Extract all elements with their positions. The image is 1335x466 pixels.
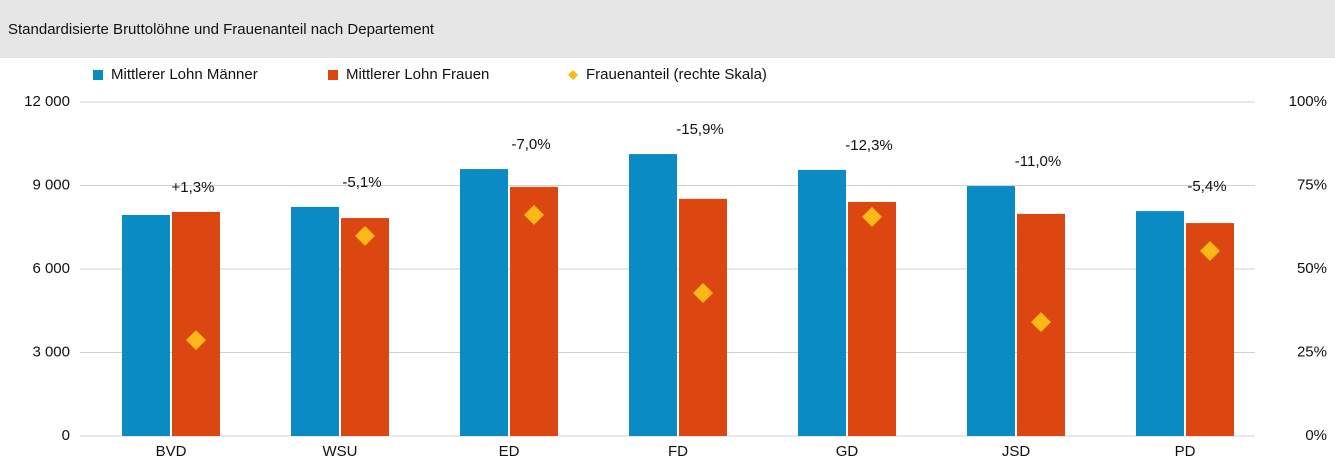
bar <box>798 169 846 436</box>
bar <box>967 186 1015 436</box>
y-tick-label: 3 000 <box>32 343 70 360</box>
annotation: -5,1% <box>342 174 381 191</box>
x-tick-label: FD <box>668 443 688 460</box>
x-tick-label: PD <box>1175 443 1196 460</box>
legend-label: Mittlerer Lohn Frauen <box>346 66 489 83</box>
annotation: -11,0% <box>1015 153 1061 170</box>
marker <box>862 206 882 227</box>
y2-tick-label: 75% <box>1297 176 1327 193</box>
x-tick-label: ED <box>499 443 520 460</box>
x-tick-label: WSU <box>323 443 358 460</box>
annotation: -7,0% <box>511 136 550 153</box>
title-bar <box>0 0 1335 58</box>
bar <box>1136 211 1184 436</box>
annotation: -12,3% <box>845 137 893 154</box>
y2-tick-label: 0% <box>1305 427 1327 444</box>
y-tick-label: 6 000 <box>32 260 70 277</box>
bar <box>172 211 220 436</box>
marker <box>355 225 375 246</box>
marker <box>1200 240 1220 261</box>
legend-marker <box>328 70 338 80</box>
marker <box>1031 312 1051 333</box>
bar <box>460 169 508 436</box>
bar <box>848 201 896 436</box>
bar <box>510 186 558 436</box>
bar <box>341 218 389 436</box>
legend-marker <box>93 70 103 80</box>
y2-tick-label: 50% <box>1297 260 1327 277</box>
x-tick-label: BVD <box>156 443 187 460</box>
legend-label: Mittlerer Lohn Männer <box>111 66 258 83</box>
annotation: -15,9% <box>676 121 724 138</box>
annotation: +1,3% <box>172 179 215 196</box>
y2-tick-label: 25% <box>1297 343 1327 360</box>
y-tick-label: 0 <box>62 427 70 444</box>
x-tick-label: JSD <box>1002 443 1031 460</box>
legend-label: Frauenanteil (rechte Skala) <box>586 66 767 83</box>
marker <box>524 204 544 225</box>
bar <box>629 154 677 436</box>
x-tick-label: GD <box>836 443 859 460</box>
y-tick-label: 9 000 <box>32 176 70 193</box>
annotation: -5,4% <box>1187 178 1226 195</box>
marker <box>186 330 206 351</box>
y2-tick-label: 100% <box>1289 93 1327 110</box>
marker <box>693 283 713 304</box>
chart-title: Standardisierte Bruttolöhne und Frauenan… <box>8 21 435 38</box>
bar <box>291 206 339 436</box>
y-tick-label: 12 000 <box>24 93 70 110</box>
bar <box>122 215 170 436</box>
bar <box>679 198 727 436</box>
legend-marker <box>568 70 578 80</box>
